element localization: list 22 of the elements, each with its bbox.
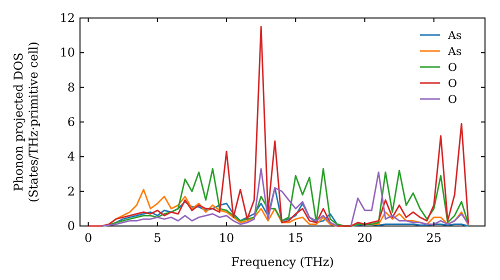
legend-label: As <box>447 29 462 42</box>
y-axis-title: Phonon projected DOS (States/THz·primitive cell) <box>12 42 40 202</box>
x-tick-label: 5 <box>154 231 162 245</box>
y-tick-label: 4 <box>67 150 76 164</box>
line-series <box>88 26 470 227</box>
y-tick-label: 2 <box>67 184 75 198</box>
y-tick-label: 12 <box>60 11 75 25</box>
x-tick-label: 10 <box>218 231 234 245</box>
legend-label: O <box>448 93 458 106</box>
x-tick-label: 15 <box>288 231 304 245</box>
x-tick-label: 20 <box>357 231 372 245</box>
x-axis-title: Frequency (THz) <box>231 255 334 269</box>
y-tick-label: 10 <box>60 46 75 60</box>
x-tick-label: 25 <box>426 231 442 245</box>
y-tick-label: 8 <box>67 80 75 94</box>
y-tick-label: 6 <box>67 115 75 129</box>
legend-label: As <box>447 45 462 58</box>
x-tick-label: 0 <box>84 231 92 245</box>
line-series <box>101 168 470 227</box>
y-tick-label: 0 <box>67 219 75 233</box>
legend-label: O <box>448 77 458 90</box>
legend-label: O <box>448 61 458 74</box>
